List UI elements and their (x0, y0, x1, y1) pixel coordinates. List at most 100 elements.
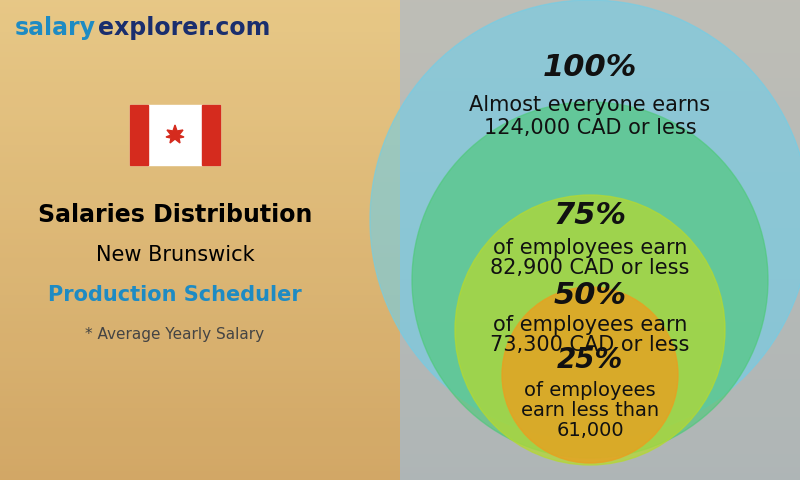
Bar (0, 138, 400, 139)
Bar (0, 135, 400, 136)
Bar (0, 341, 400, 342)
Bar (0, 42, 400, 43)
Bar (0, 406, 400, 407)
Bar (0, 403, 400, 404)
Bar (0, 14, 400, 15)
Bar (0, 107, 400, 108)
Bar (0, 418, 400, 419)
Text: Almost everyone earns: Almost everyone earns (470, 95, 710, 115)
Bar (400, 217, 800, 218)
Bar (400, 319, 800, 320)
Bar (0, 342, 400, 343)
Bar (400, 146, 800, 147)
Text: * Average Yearly Salary: * Average Yearly Salary (86, 327, 265, 343)
Bar (400, 1, 800, 2)
Bar (0, 142, 400, 143)
Bar (400, 369, 800, 370)
Bar (400, 118, 800, 119)
Bar (0, 295, 400, 296)
Bar (400, 360, 800, 361)
Bar (400, 287, 800, 288)
Bar (0, 425, 400, 426)
Bar (400, 81, 800, 82)
Bar (0, 146, 400, 147)
Bar (0, 93, 400, 94)
Bar (0, 163, 400, 164)
Bar (400, 356, 800, 357)
Bar (0, 170, 400, 171)
Bar (400, 223, 800, 224)
Bar (0, 117, 400, 118)
Bar (0, 373, 400, 374)
Bar (0, 253, 400, 254)
Bar (0, 453, 400, 454)
Bar (400, 379, 800, 380)
Bar (400, 193, 800, 194)
Bar (400, 132, 800, 133)
Bar (400, 202, 800, 203)
Bar (400, 438, 800, 439)
Bar (400, 50, 800, 51)
Bar (0, 417, 400, 418)
Bar (400, 3, 800, 4)
Bar (400, 167, 800, 168)
Bar (400, 479, 800, 480)
Bar (400, 15, 800, 16)
Bar (0, 108, 400, 109)
Bar (400, 249, 800, 250)
Bar (400, 87, 800, 88)
Bar (400, 340, 800, 341)
Bar (400, 156, 800, 157)
Bar (0, 447, 400, 448)
Bar (0, 472, 400, 473)
Bar (0, 278, 400, 279)
Bar (0, 431, 400, 432)
Bar (0, 90, 400, 91)
Bar (0, 357, 400, 358)
Bar (400, 238, 800, 239)
Bar (0, 322, 400, 323)
Bar (0, 394, 400, 395)
Bar (400, 331, 800, 332)
Bar (0, 140, 400, 141)
Bar (0, 248, 400, 249)
Bar (400, 365, 800, 366)
Bar (400, 78, 800, 79)
Bar (400, 445, 800, 446)
Bar (0, 261, 400, 262)
Bar (0, 257, 400, 258)
Bar (400, 57, 800, 58)
Bar (0, 470, 400, 471)
Bar (400, 29, 800, 30)
Bar (400, 169, 800, 170)
Bar (400, 46, 800, 47)
Bar (0, 102, 400, 103)
Bar (400, 351, 800, 352)
Bar (0, 370, 400, 371)
Bar (400, 165, 800, 166)
Bar (0, 446, 400, 447)
Bar (0, 388, 400, 389)
Bar (0, 78, 400, 79)
Bar (400, 149, 800, 150)
Bar (400, 14, 800, 15)
Bar (0, 77, 400, 78)
Bar (400, 222, 800, 223)
Bar (0, 474, 400, 475)
Bar (400, 406, 800, 407)
Bar (0, 329, 400, 330)
Bar (0, 35, 400, 36)
Bar (0, 210, 400, 211)
Bar (400, 187, 800, 188)
Bar (0, 19, 400, 20)
Bar (400, 177, 800, 178)
Bar (0, 451, 400, 452)
Bar (0, 351, 400, 352)
Bar (400, 446, 800, 447)
Bar (400, 289, 800, 290)
Bar (400, 244, 800, 245)
Bar (0, 44, 400, 45)
Bar (400, 248, 800, 249)
Bar (0, 426, 400, 427)
Bar (400, 142, 800, 143)
